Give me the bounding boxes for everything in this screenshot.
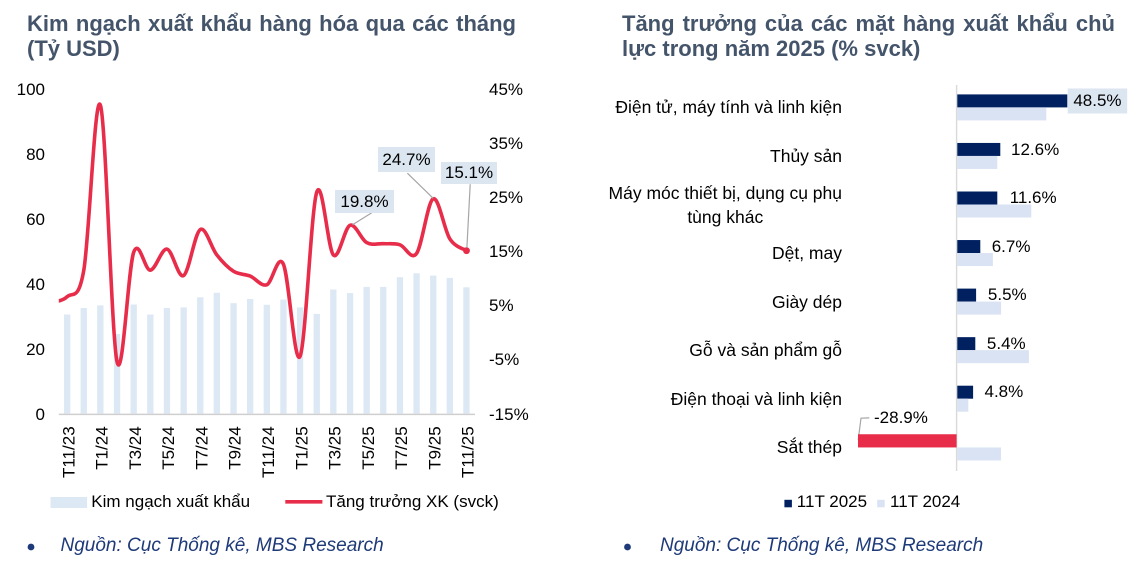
svg-text:T3/25: T3/25: [326, 426, 345, 469]
svg-text:T7/25: T7/25: [392, 426, 411, 469]
svg-text:T3/24: T3/24: [126, 426, 145, 469]
svg-text:T11/25: T11/25: [459, 426, 478, 478]
svg-text:T1/25: T1/25: [292, 426, 311, 469]
svg-text:T9/25: T9/25: [425, 426, 444, 469]
svg-text:T11/23: T11/23: [59, 426, 78, 478]
svg-text:T5/24: T5/24: [159, 426, 178, 469]
svg-text:T7/24: T7/24: [192, 426, 211, 469]
svg-text:T11/24: T11/24: [259, 426, 278, 478]
svg-text:T5/25: T5/25: [359, 426, 378, 469]
svg-text:T1/24: T1/24: [93, 426, 112, 469]
svg-text:T9/24: T9/24: [226, 426, 245, 469]
